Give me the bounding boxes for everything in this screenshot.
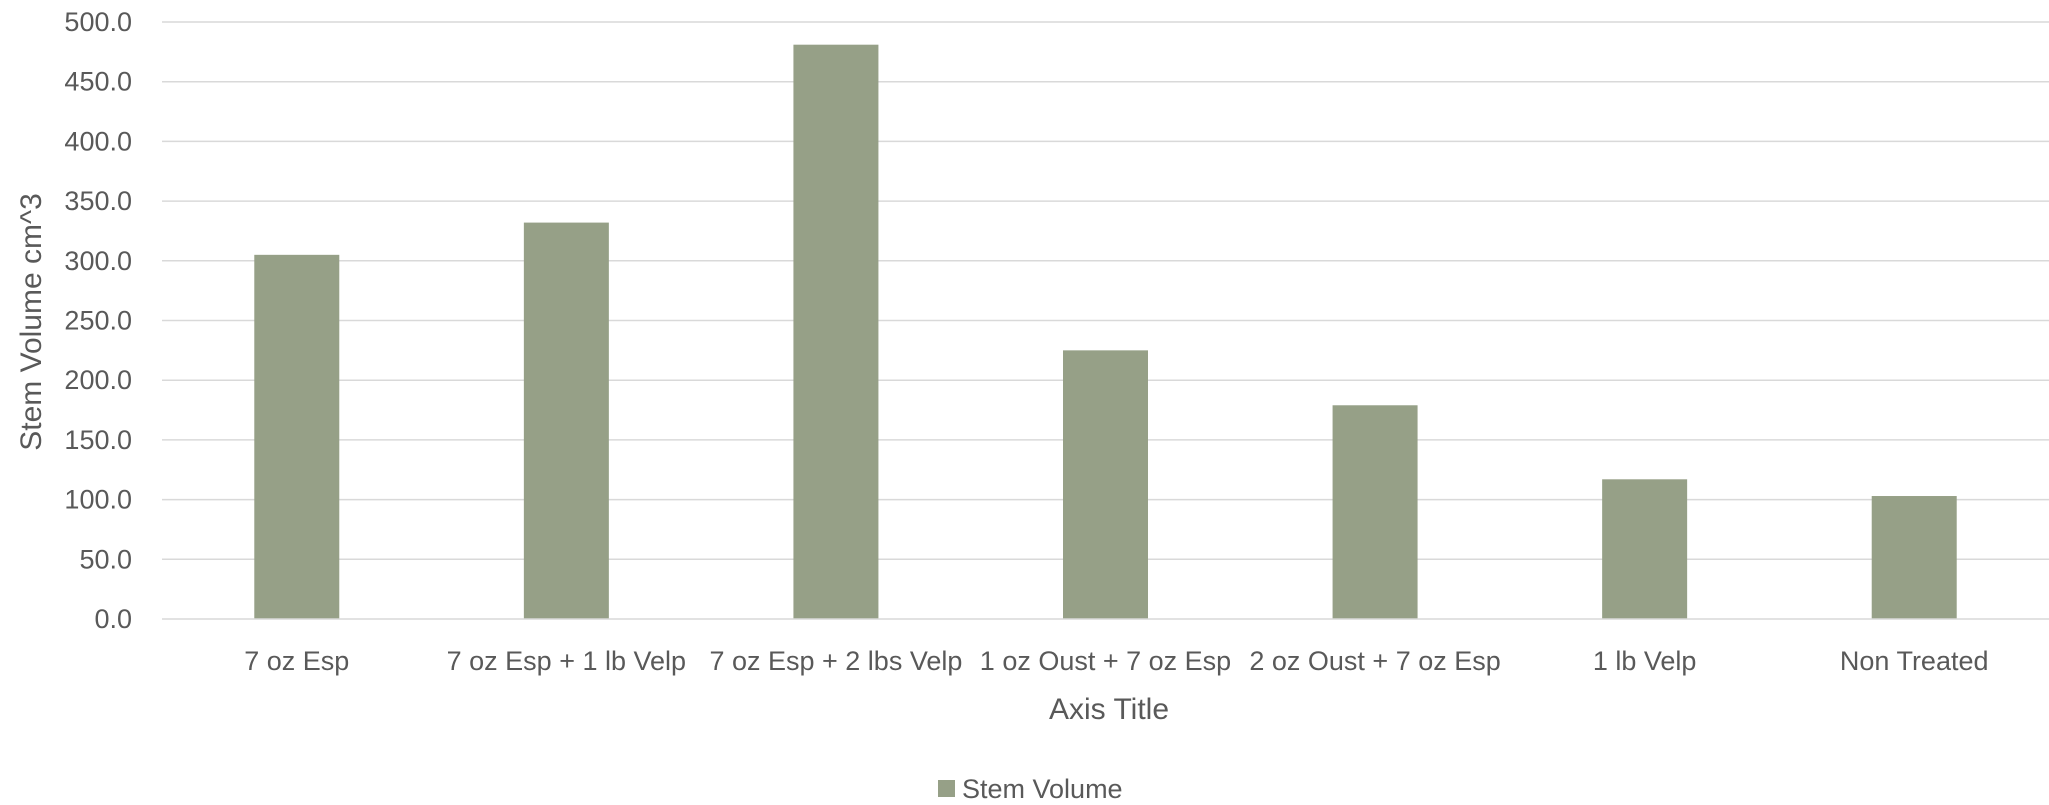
x-tick-label: 2 oz Oust + 7 oz Esp bbox=[1249, 646, 1500, 676]
bars bbox=[254, 44, 1957, 620]
bar bbox=[523, 222, 609, 620]
x-tick-label: 7 oz Esp + 1 lb Velp bbox=[447, 646, 686, 676]
y-tick-label: 0.0 bbox=[94, 604, 132, 634]
bar bbox=[1332, 405, 1418, 619]
x-tick-label: 7 oz Esp bbox=[244, 646, 349, 676]
y-axis-title: Stem Volume cm^3 bbox=[15, 193, 48, 451]
y-tick-label: 50.0 bbox=[79, 544, 132, 574]
bar bbox=[254, 254, 340, 619]
bar bbox=[1871, 496, 1957, 619]
y-tick-label: 200.0 bbox=[64, 365, 132, 395]
y-tick-label: 500.0 bbox=[64, 7, 132, 37]
legend: Stem Volume bbox=[938, 774, 1123, 804]
gridlines bbox=[162, 21, 2049, 561]
x-tick-label: 7 oz Esp + 2 lbs Velp bbox=[709, 646, 962, 676]
bar bbox=[1602, 479, 1688, 619]
y-tick-label: 100.0 bbox=[64, 485, 132, 515]
bar bbox=[793, 44, 879, 620]
y-tick-label: 400.0 bbox=[64, 126, 132, 156]
y-tick-label: 300.0 bbox=[64, 246, 132, 276]
x-tick-label: 1 oz Oust + 7 oz Esp bbox=[980, 646, 1231, 676]
y-tick-label: 450.0 bbox=[64, 67, 132, 97]
x-axis-ticks: 7 oz Esp 7 oz Esp + 1 lb Velp 7 oz Esp + 2… bbox=[244, 646, 1988, 676]
x-tick-label: 1 lb Velp bbox=[1593, 646, 1697, 676]
legend-label-stem-volume: Stem Volume bbox=[962, 774, 1123, 804]
y-axis-ticks: 0.0 50.0 100.0 150.0 200.0 250.0 300.0 350.0 400… bbox=[64, 7, 132, 634]
y-tick-label: 150.0 bbox=[64, 425, 132, 455]
bar bbox=[1063, 350, 1148, 619]
x-axis-title: Axis Title bbox=[1049, 693, 1169, 726]
y-tick-label: 250.0 bbox=[64, 306, 132, 336]
legend-swatch-stem-volume bbox=[938, 780, 955, 797]
y-tick-label: 350.0 bbox=[64, 186, 132, 216]
x-tick-label: Non Treated bbox=[1840, 646, 1989, 676]
